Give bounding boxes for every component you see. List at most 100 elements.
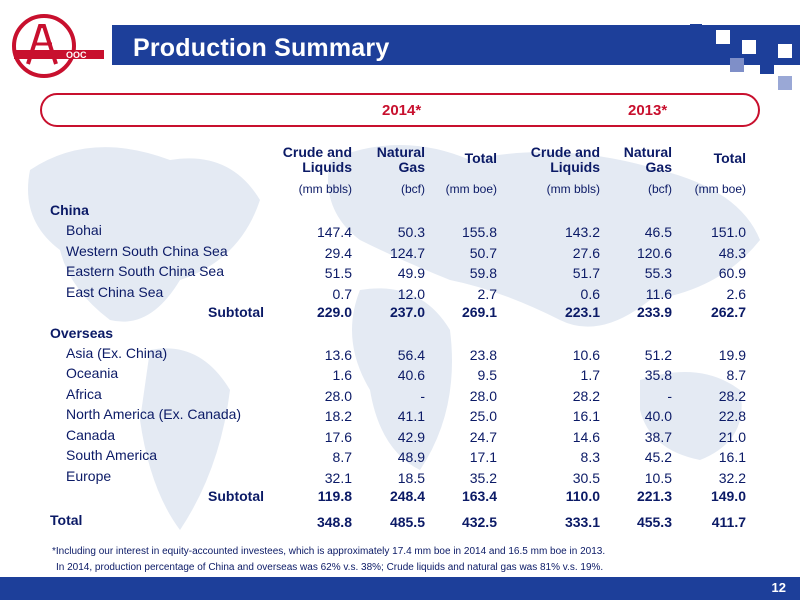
- table-cell: 41.1: [397, 408, 425, 424]
- table-cell: 56.4: [397, 346, 425, 363]
- table-cell: 14.6: [572, 428, 600, 445]
- table-cell: 40.6: [397, 367, 425, 383]
- table-cell: 35.8: [644, 367, 672, 383]
- table-cell: 151.0: [710, 224, 746, 240]
- table-cell: 21.0: [718, 428, 746, 445]
- table-cell: 143.2: [564, 224, 600, 240]
- table-cell: 119.8: [317, 488, 352, 504]
- row-label: North America (Ex. Canada): [66, 406, 242, 422]
- table-cell: 16.1: [718, 449, 746, 465]
- table-cell: 229.0: [316, 304, 352, 320]
- table-cell: -: [420, 387, 425, 404]
- table-cell: 13.6: [324, 346, 352, 363]
- table-cell: 40.0: [644, 408, 672, 424]
- table-cell: 9.5: [477, 367, 497, 383]
- table-cell: 8.3: [580, 449, 600, 465]
- row-label: Asia (Ex. China): [66, 344, 168, 361]
- decor-square: [760, 60, 774, 74]
- year-2014-label: 2014*: [382, 102, 422, 119]
- table-cell: 27.6: [572, 244, 600, 261]
- table-cell: 17.1: [469, 449, 497, 465]
- column-header-line2: Gas: [398, 159, 425, 175]
- row-label: Bohai: [66, 222, 102, 238]
- table-cell: 10.5: [644, 469, 672, 486]
- row-label: Oceania: [66, 365, 119, 381]
- column-header: Total: [464, 150, 497, 166]
- table-cell: 45.2: [644, 449, 672, 465]
- table-cell: 50.3: [397, 224, 425, 240]
- table-cell: 11.6: [645, 285, 672, 302]
- row-label: Europe: [66, 467, 112, 484]
- table-cell: 25.0: [469, 408, 497, 424]
- column-header: Crude and Liquids: [510, 145, 600, 175]
- table-cell: 29.4: [324, 244, 352, 261]
- footnote-percentage: In 2014, production percentage of China …: [56, 562, 604, 573]
- decor-square: [778, 44, 792, 58]
- table-cell: 28.2: [718, 387, 746, 404]
- column-header-line1: Natural: [376, 144, 425, 160]
- table-cell: 50.7: [469, 244, 497, 261]
- table-cell: 59.8: [469, 265, 497, 281]
- table-cell: 18.5: [397, 469, 425, 486]
- row-label: East China Sea: [66, 283, 164, 300]
- table-cell: 8.7: [726, 367, 746, 383]
- table-cell: 42.9: [397, 428, 425, 445]
- decor-square: [690, 24, 702, 36]
- table-cell: 38.7: [644, 428, 672, 445]
- column-unit: (bcf): [648, 182, 672, 196]
- table-cell: 60.9: [718, 265, 746, 281]
- decor-square: [716, 30, 730, 44]
- table-cell: 32.2: [718, 469, 746, 486]
- table-cell: 0.6: [580, 285, 600, 302]
- column-header-line2: Gas: [645, 159, 672, 175]
- column-header: Total: [713, 150, 746, 166]
- table-cell: 163.4: [461, 488, 497, 504]
- row-label: Canada: [66, 426, 116, 443]
- table-cell: 1.6: [332, 367, 352, 383]
- page-title: Production Summary: [133, 34, 390, 62]
- table-cell: 149.0: [710, 488, 746, 504]
- table-cell: 16.1: [572, 408, 600, 424]
- table-cell: 1.7: [580, 367, 600, 383]
- table-cell: 120.6: [636, 244, 672, 261]
- column-header-line1: Natural: [623, 144, 672, 160]
- table-cell: 18.2: [324, 408, 352, 424]
- table-cell: 28.0: [324, 387, 352, 404]
- cnooc-logo-icon: OOC: [12, 14, 104, 78]
- table-cell: 22.8: [718, 408, 746, 424]
- table-cell: -: [667, 387, 672, 404]
- column-unit: (mm boe): [694, 182, 746, 196]
- table-cell: 269.1: [461, 304, 497, 320]
- table-cell: 51.2: [644, 346, 672, 363]
- decor-square: [742, 40, 756, 54]
- page-number: 12: [771, 580, 786, 595]
- header-bar: [112, 20, 800, 70]
- table-cell: 8.7: [332, 449, 352, 465]
- world-map-background: [28, 145, 760, 530]
- year-2013-label: 2013*: [628, 102, 668, 119]
- table-cell: 2.7: [477, 285, 497, 302]
- column-unit: (bcf): [401, 182, 425, 196]
- column-header-line1: Crude and: [530, 144, 600, 160]
- table-cell: 432.5: [461, 514, 497, 530]
- table-cell: 221.3: [636, 488, 672, 504]
- table-cell: 32.1: [324, 469, 352, 486]
- table-cell: 223.1: [564, 304, 600, 320]
- table-cell: 455.3: [636, 514, 672, 530]
- column-header: Natural Gas: [582, 145, 672, 175]
- table-cell: 48.9: [397, 449, 425, 465]
- row-label: Eastern South China Sea: [66, 263, 224, 279]
- table-cell: 248.4: [389, 488, 425, 504]
- column-header-line2: Liquids: [550, 159, 600, 175]
- table-cell: 0.7: [332, 285, 352, 302]
- table-cell: 262.7: [710, 304, 746, 320]
- table-cell: 237.0: [389, 304, 425, 320]
- table-cell: 155.8: [461, 224, 497, 240]
- table-cell: 233.9: [636, 304, 672, 320]
- column-unit: (mm bbls): [298, 182, 352, 196]
- table-cell: 10.6: [572, 346, 600, 363]
- table-cell: 348.8: [316, 514, 352, 530]
- column-header: Crude and Liquids: [262, 145, 352, 175]
- row-label: South America: [66, 447, 158, 463]
- svg-text:OOC: OOC: [66, 50, 87, 60]
